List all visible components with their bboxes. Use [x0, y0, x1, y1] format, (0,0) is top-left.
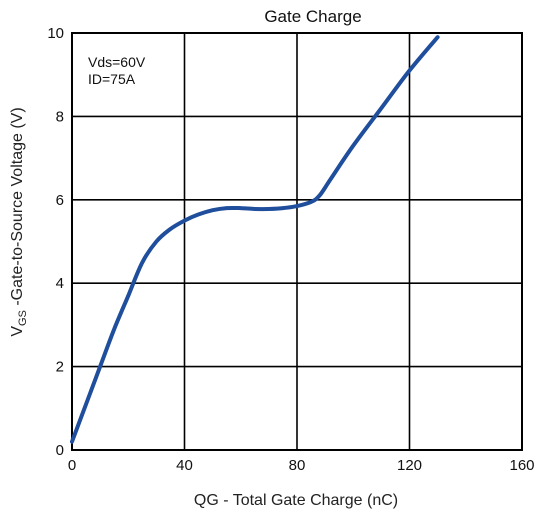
y-tick-label-5: 10 [47, 25, 64, 42]
series-line-vgs [70, 35, 440, 444]
x-tick-label-2: 80 [289, 457, 306, 474]
y-axis-label-sub: GS [17, 310, 29, 326]
grid-lines [71, 32, 523, 451]
x-tick-label-4: 160 [509, 457, 534, 474]
y-tick-label-2: 4 [56, 275, 64, 292]
annotation-id: ID=75A [88, 71, 136, 87]
chart-title: Gate Charge [264, 7, 361, 26]
y-axis-label: VGS -Gate-to-Source Voltage (V) [9, 107, 29, 336]
x-tick-label-1: 40 [176, 457, 193, 474]
y-axis-label-rest: -Gate-to-Source Voltage (V) [9, 107, 26, 310]
y-tick-label-3: 6 [56, 192, 64, 209]
tick-labels: 0 40 80 120 160 0 2 4 6 8 10 [47, 25, 534, 474]
x-tick-label-0: 0 [68, 457, 76, 474]
x-tick-label-3: 120 [397, 457, 422, 474]
plot-frame [71, 32, 523, 451]
annotation-vds: Vds=60V [88, 54, 146, 70]
y-axis-label-v: V [9, 326, 26, 337]
x-axis-label: QG - Total Gate Charge (nC) [194, 492, 398, 509]
y-tick-label-0: 0 [56, 442, 64, 459]
y-tick-label-4: 8 [56, 108, 64, 125]
y-tick-label-1: 2 [56, 359, 64, 376]
